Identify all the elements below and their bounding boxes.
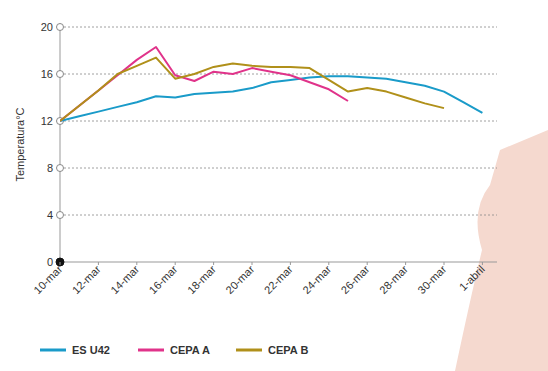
y-tick-label: 4 [47, 209, 53, 221]
x-tick-label: 20-mar [223, 263, 256, 296]
legend-swatch [138, 349, 164, 352]
x-tick [444, 262, 445, 265]
x-tick-label: 10-mar [31, 263, 64, 296]
grid-line [60, 27, 497, 28]
x-tick-label: 12-mar [70, 263, 103, 296]
x-tick [328, 262, 329, 265]
x-tick [213, 262, 214, 265]
x-tick-label: 24-mar [300, 263, 333, 296]
legend-swatch [40, 349, 66, 352]
x-tick-label: 18-mar [185, 263, 218, 296]
x-tick-label: 22-mar [262, 263, 295, 296]
y-tick-label: 20 [41, 21, 53, 33]
x-axis [60, 262, 497, 263]
series-line [60, 58, 444, 121]
y-tick [57, 212, 64, 219]
legend-label: ES U42 [72, 344, 110, 356]
x-tick-label: 16-mar [146, 263, 179, 296]
x-tick-label: 14-mar [108, 263, 141, 296]
y-tick-label: 16 [41, 68, 53, 80]
x-tick-label: 28-mar [377, 263, 410, 296]
series-line [60, 76, 482, 121]
x-tick [367, 262, 368, 265]
x-tick-label: 26-mar [338, 263, 371, 296]
y-tick [57, 71, 64, 78]
x-tick [60, 262, 61, 265]
y-tick [57, 24, 64, 31]
plot-area [60, 47, 482, 121]
y-axis-label: Temperatura°C [14, 107, 26, 181]
series-line [60, 47, 348, 121]
x-tick-label: 1-abril [457, 263, 487, 293]
x-tick [252, 262, 253, 265]
x-tick [136, 262, 137, 265]
grid-line [60, 215, 497, 216]
x-tick [98, 262, 99, 265]
grid-line [60, 168, 497, 169]
chart: 048121620Temperatura°C10-mar12-mar14-mar… [0, 0, 548, 371]
legend-swatch [236, 349, 262, 352]
y-tick-label: 8 [47, 162, 53, 174]
x-tick-label: 30-mar [415, 263, 448, 296]
grid-line [60, 121, 497, 122]
y-axis [60, 27, 61, 262]
x-tick [290, 262, 291, 265]
decoration [455, 130, 548, 371]
y-tick [57, 165, 64, 172]
y-tick-label: 12 [41, 115, 53, 127]
x-tick [175, 262, 176, 265]
x-tick [482, 262, 483, 265]
chart-root: 048121620Temperatura°C10-mar12-mar14-mar… [0, 0, 548, 371]
legend-label: CEPA B [268, 344, 308, 356]
legend-label: CEPA A [170, 344, 210, 356]
x-tick [405, 262, 406, 265]
